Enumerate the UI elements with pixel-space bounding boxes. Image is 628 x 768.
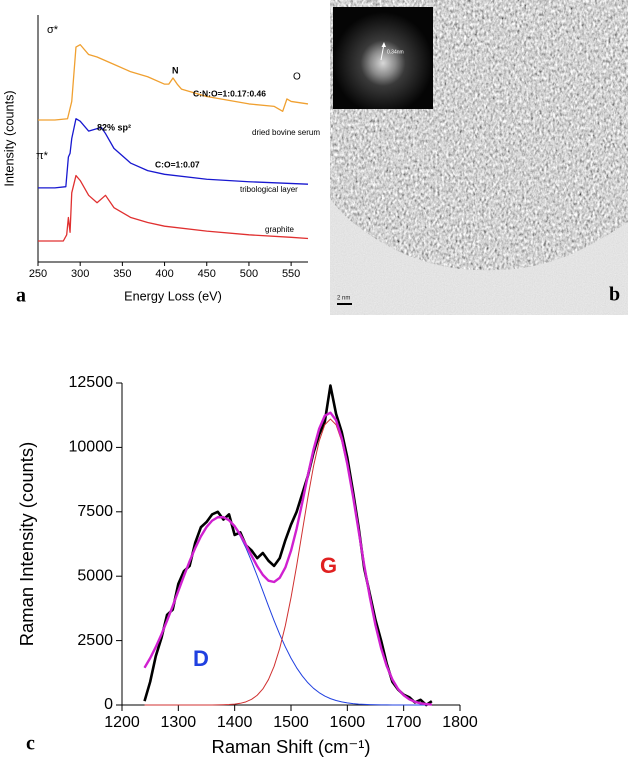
annotation: π* [36, 150, 49, 162]
x-tick-label: 1400 [217, 714, 253, 731]
series-line [38, 118, 309, 189]
annotation: O [293, 72, 301, 83]
x-tick-label: 350 [113, 268, 131, 280]
micrograph: 0.34nm 2 nm b [330, 0, 628, 315]
scale-bar-label: 2 nm [337, 296, 350, 302]
x-tick-label: 400 [155, 268, 173, 280]
series-line [38, 174, 309, 242]
y-tick-label: 2500 [77, 632, 113, 649]
annotation: N [172, 65, 179, 75]
annotation: 82% sp² [97, 122, 131, 132]
annotation: σ* [47, 24, 59, 36]
chart: 250 300 350 400 450 500 550 Energy Loss (eV) Int… [2, 15, 320, 307]
y-tick-label: 7500 [77, 503, 113, 520]
y-axis-label: Intensity (counts) [2, 90, 16, 186]
x-tick-label: 1800 [442, 714, 478, 731]
annotation: D [193, 646, 209, 671]
annotation: C:O=1:0.07 [155, 159, 200, 169]
x-tick-label: 500 [240, 268, 258, 280]
series-label: graphite [265, 225, 294, 234]
x-tick-label: 1300 [161, 714, 197, 731]
panel-label: a [16, 285, 26, 307]
chart: 1200 1300 1400 1500 1600 1700 1800 0 2500 5000 750… [16, 374, 478, 757]
panel-label: b [609, 284, 620, 306]
series-line [38, 43, 309, 121]
panel-label: c [26, 733, 35, 755]
inset-label: 0.34nm [387, 49, 404, 55]
x-axis-label: Raman Shift (cm⁻¹) [212, 736, 371, 757]
inset-arrowhead [381, 42, 386, 47]
x-tick-label: 1500 [273, 714, 309, 731]
series-label: tribological layer [240, 185, 298, 194]
series-label: dried bovine serum [252, 128, 320, 137]
annotation: G [320, 553, 337, 578]
x-tick-label: 450 [198, 268, 216, 280]
annotation: C:N:O=1:0.17:0.46 [193, 88, 266, 98]
series-line [143, 384, 433, 707]
y-tick-label: 12500 [69, 374, 114, 391]
y-tick-label: 0 [104, 696, 113, 713]
y-axis-label: Raman Intensity (counts) [16, 442, 37, 646]
x-tick-label: 550 [282, 268, 300, 280]
fft-inset [333, 7, 433, 109]
x-tick-label: 1200 [104, 714, 140, 731]
y-tick-label: 10000 [69, 439, 114, 456]
x-tick-label: 1600 [330, 714, 366, 731]
series-line [143, 411, 432, 706]
x-tick-label: 1700 [386, 714, 422, 731]
x-tick-label: 300 [71, 268, 89, 280]
y-tick-label: 5000 [77, 567, 113, 584]
x-axis-label: Energy Loss (eV) [124, 289, 222, 303]
x-tick-label: 250 [29, 268, 47, 280]
